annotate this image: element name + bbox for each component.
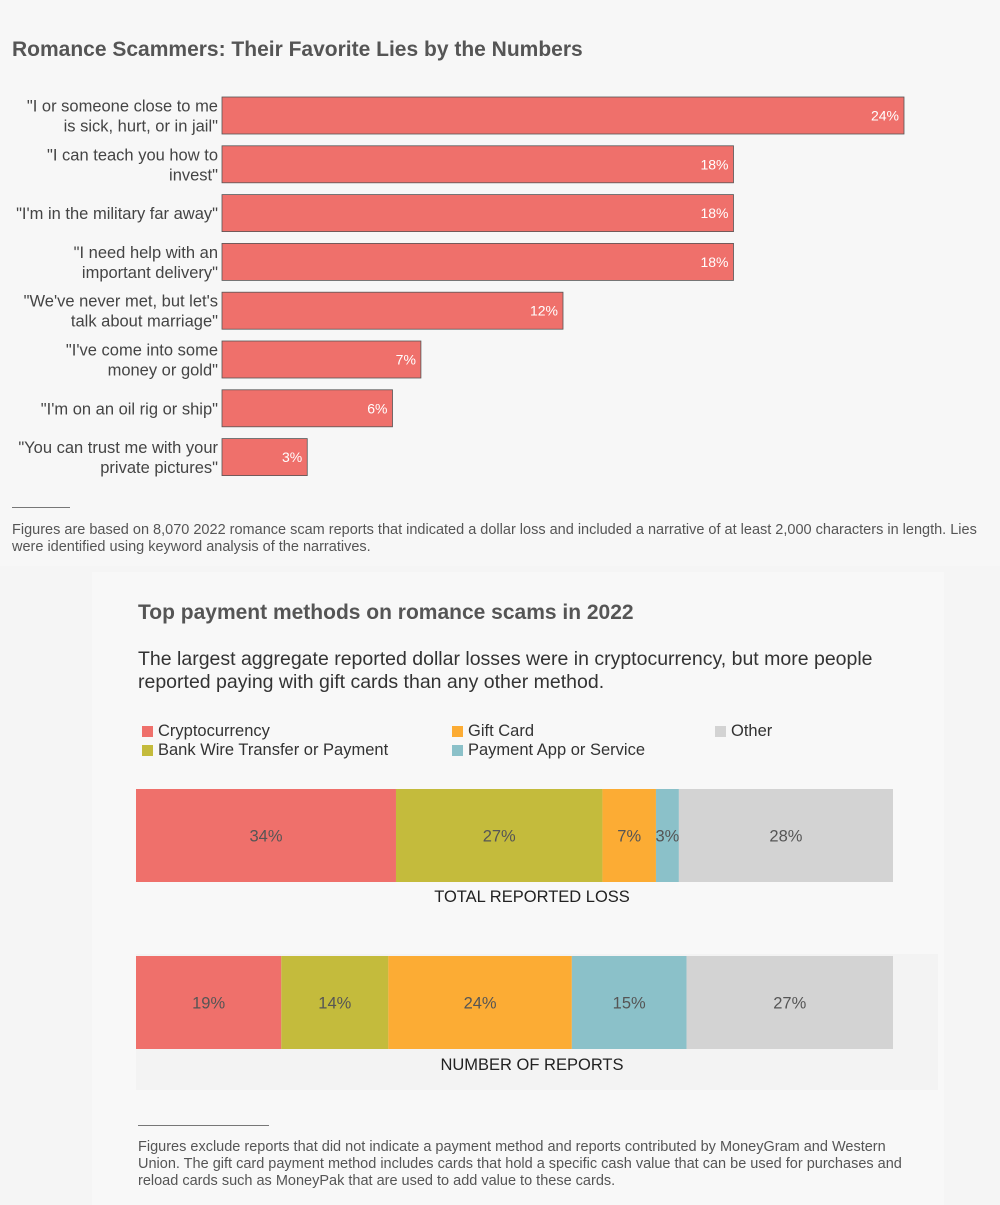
- lie-category-label: is sick, hurt, or in jail": [64, 118, 219, 136]
- stack-segment: [571, 956, 687, 1049]
- lie-category-label: "I or someone close to me: [27, 98, 218, 116]
- stack-value-label: 27%: [483, 828, 516, 846]
- lie-category-label: "You can trust me with your: [18, 439, 218, 457]
- stack-value-label: 28%: [769, 828, 802, 846]
- stack-segment: [678, 789, 893, 882]
- lie-category-label: "I need help with an: [74, 244, 218, 262]
- payment-chart-panel: [92, 572, 944, 1205]
- stack-value-label: 34%: [249, 828, 282, 846]
- lie-category-label: "I'm in the military far away": [16, 205, 218, 223]
- lie-value-label: 18%: [700, 254, 728, 270]
- lie-value-label: 24%: [871, 108, 899, 124]
- stack-segment: [655, 789, 679, 882]
- stack-category-label-reports: NUMBER OF REPORTS: [440, 1056, 624, 1074]
- legend-item-bank-wire: Bank Wire Transfer or Payment: [142, 741, 388, 760]
- lie-value-label: 6%: [367, 400, 387, 416]
- lie-value-label: 3%: [282, 449, 302, 465]
- lies-chart-panel: [0, 0, 1000, 566]
- lie-category-label: "We've never met, but let's: [24, 293, 218, 311]
- lie-value-label: 7%: [396, 352, 416, 368]
- payment-chart-title: Top payment methods on romance scams in …: [138, 601, 634, 624]
- stack-segment: [388, 956, 572, 1049]
- stack-segment: [395, 789, 603, 882]
- lie-value-label: 18%: [700, 205, 728, 221]
- lie-bar: [221, 389, 393, 428]
- legend-label: Other: [731, 722, 773, 740]
- legend-swatch: [452, 745, 463, 756]
- legend-swatch: [715, 726, 726, 737]
- payment-footnote-divider: [138, 1125, 269, 1126]
- lie-value-label: 12%: [530, 303, 558, 319]
- lie-category-label: private pictures": [100, 459, 218, 477]
- legend-label: Cryptocurrency: [158, 722, 270, 740]
- lie-category-label: invest": [169, 166, 218, 184]
- lie-bar: [221, 242, 734, 281]
- lie-category-label: money or gold": [108, 362, 219, 380]
- legend-label: Gift Card: [468, 722, 535, 740]
- lie-category-label: "I'm on an oil rig or ship": [41, 400, 218, 418]
- lie-bar: [221, 340, 422, 379]
- legend-label: Bank Wire Transfer or Payment: [158, 741, 389, 759]
- lies-chart-title: Romance Scammers: Their Favorite Lies by…: [12, 38, 583, 61]
- stack-segment: [602, 789, 656, 882]
- legend-item-other: Other: [715, 722, 772, 741]
- stack-value-label: 3%: [655, 828, 679, 846]
- legend-item-cryptocurrency: Cryptocurrency: [142, 722, 270, 741]
- lie-bar: [221, 145, 734, 184]
- lies-footnote-divider: [12, 507, 70, 508]
- stack-segment: [281, 956, 389, 1049]
- stack-value-label: 24%: [464, 995, 497, 1013]
- lie-value-label: 18%: [700, 156, 728, 172]
- stack-value-label: 14%: [318, 995, 351, 1013]
- stack-value-label: 19%: [192, 995, 225, 1013]
- lies-footnote: Figures are based on 8,070 2022 romance …: [12, 522, 977, 555]
- stack-value-label: 7%: [617, 828, 641, 846]
- lie-category-label: important delivery": [82, 264, 218, 282]
- stack-segment: [136, 956, 282, 1049]
- legend-item-gift-card: Gift Card: [452, 722, 534, 741]
- lie-category-label: "I've come into some: [66, 342, 218, 360]
- stack-segment: [136, 789, 396, 882]
- lie-bar: [221, 96, 905, 135]
- lie-bar: [221, 194, 734, 233]
- payment-footnote: Figures exclude reports that did not ind…: [138, 1139, 902, 1189]
- legend-item-payment-app: Payment App or Service: [452, 741, 645, 760]
- stack-value-label: 15%: [613, 995, 646, 1013]
- lie-bar: [221, 291, 564, 330]
- legend-swatch: [452, 726, 463, 737]
- payment-chart-subtitle: The largest aggregate reported dollar lo…: [138, 648, 873, 693]
- legend-label: Payment App or Service: [468, 741, 646, 759]
- stack-category-label-loss: TOTAL REPORTED LOSS: [434, 888, 630, 906]
- stack-segment: [686, 956, 893, 1049]
- stack-value-label: 27%: [773, 995, 806, 1013]
- legend-swatch: [142, 745, 153, 756]
- lie-category-label: talk about marriage": [71, 313, 218, 331]
- lie-category-label: "I can teach you how to: [47, 146, 218, 164]
- lie-bar: [221, 438, 308, 477]
- legend-swatch: [142, 726, 153, 737]
